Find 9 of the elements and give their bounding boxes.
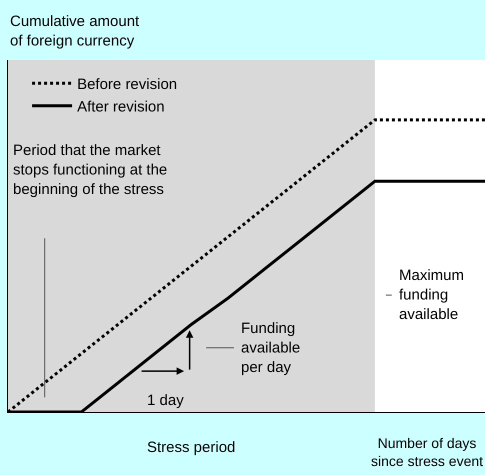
annotation: Period that the market stops functioning at the beginning of the stress [13,142,168,198]
x-axis-title: Number of days since stress event [371,435,484,470]
y-axis-title: Cumulative amount of foreign currency [10,13,140,50]
legend-label: After revision [77,98,165,116]
annotation: 1 day [147,392,184,409]
annotation: Funding available per day [241,320,300,376]
legend-label: Before revision [77,76,178,94]
annotation: Maximum funding available [399,267,464,323]
text: Stress period [147,439,236,456]
